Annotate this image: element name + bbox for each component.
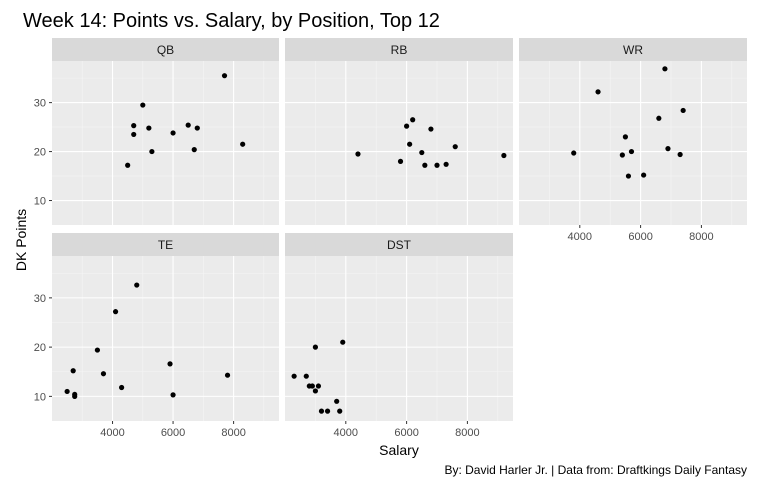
y-tick-label: 10 (34, 391, 46, 403)
data-point (94, 347, 100, 353)
data-point (619, 152, 625, 158)
data-point (410, 117, 416, 123)
data-point (131, 123, 137, 129)
data-point (641, 172, 647, 178)
data-point (70, 368, 76, 374)
data-point (340, 339, 346, 345)
data-point (312, 388, 318, 394)
x-tick-label: 4000 (334, 427, 358, 439)
facet-qb: QB 10 20 30 (34, 38, 279, 225)
x-tick-label: 8000 (689, 231, 713, 243)
data-point (131, 131, 137, 138)
panel-background (52, 256, 279, 421)
data-point (170, 130, 176, 136)
data-point (112, 309, 119, 315)
data-point (100, 371, 107, 377)
data-point (680, 107, 686, 114)
chart-caption: By: David Harler Jr. | Data from: Draftk… (444, 463, 747, 477)
y-tick-label: 30 (34, 293, 46, 305)
data-point (407, 141, 413, 147)
data-point (625, 173, 632, 179)
data-point (434, 162, 440, 168)
data-point (221, 73, 228, 79)
data-point (149, 148, 155, 155)
facet-dst: DST 4000 6000 8000 (285, 233, 513, 439)
facet-panels: QB 10 20 30 RB WR 4000 6000 8000 TE 10 20 30 4000 6000… (34, 38, 747, 439)
data-point (140, 102, 146, 108)
y-tick-label: 10 (34, 196, 46, 208)
x-tick-label: 8000 (221, 427, 245, 439)
y-axis-title: DK Points (13, 209, 29, 271)
data-point (72, 393, 78, 399)
data-point (185, 122, 191, 128)
facet-strip (52, 233, 279, 256)
data-point (355, 151, 361, 157)
facet-strip-label: QB (157, 43, 174, 57)
data-point (167, 361, 173, 367)
x-tick-label: 6000 (161, 427, 185, 439)
panel-background (285, 61, 513, 225)
facet-strip-label: TE (158, 238, 173, 252)
data-point (452, 144, 458, 150)
x-tick-label: 6000 (628, 231, 652, 243)
data-point (662, 66, 668, 72)
x-tick-label: 6000 (394, 427, 418, 439)
data-point (656, 115, 662, 121)
facet-rb: RB (285, 38, 513, 225)
data-point (318, 408, 325, 414)
data-point (324, 408, 331, 414)
facet-wr: WR 4000 6000 8000 (519, 38, 747, 243)
panel-background (519, 61, 747, 225)
data-point (422, 162, 428, 168)
data-point (501, 152, 507, 159)
data-point (665, 146, 671, 152)
chart-title: Week 14: Points vs. Salary, by Position,… (23, 10, 440, 32)
x-tick-label: 8000 (455, 427, 479, 439)
data-point (309, 383, 315, 389)
data-point (64, 388, 70, 395)
data-point (291, 373, 297, 379)
y-tick-label: 20 (34, 342, 46, 354)
data-point (677, 151, 683, 158)
facet-strip (285, 38, 513, 61)
y-tick-label: 20 (34, 147, 46, 159)
data-point (622, 134, 629, 140)
x-tick-label: 4000 (568, 231, 592, 243)
data-point (419, 149, 425, 156)
facet-strip (52, 38, 279, 61)
data-point (428, 126, 434, 132)
data-point (337, 408, 343, 414)
data-point (571, 150, 577, 156)
data-point (303, 373, 309, 379)
facet-strip (519, 38, 747, 61)
facet-strip-label: RB (391, 43, 408, 57)
data-point (397, 158, 404, 164)
data-point (134, 282, 140, 288)
y-tick-label: 30 (34, 98, 46, 110)
data-point (334, 398, 340, 404)
x-axis-title: Salary (379, 442, 419, 458)
facet-strip-label: WR (623, 43, 643, 57)
data-point (125, 162, 131, 168)
data-point (443, 161, 449, 167)
facet-strip (285, 233, 513, 256)
facet-te: TE 10 20 30 4000 6000 8000 (34, 233, 279, 439)
data-point (146, 125, 152, 131)
data-point (119, 384, 125, 391)
facet-strip-label: DST (387, 238, 412, 252)
data-point (194, 125, 200, 131)
data-point (191, 147, 197, 153)
data-point (404, 123, 410, 129)
data-point (628, 148, 635, 155)
data-point (595, 89, 601, 95)
x-tick-label: 4000 (100, 427, 124, 439)
panel-background (285, 256, 513, 421)
data-point (170, 392, 176, 398)
data-point (312, 344, 318, 350)
data-point (240, 141, 246, 147)
data-point (224, 372, 231, 378)
data-point (315, 383, 322, 389)
